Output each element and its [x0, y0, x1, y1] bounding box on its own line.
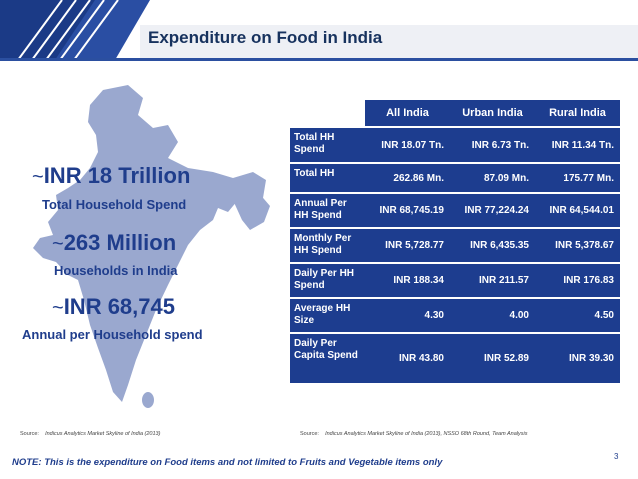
stat-label: Annual per Household spend — [22, 327, 203, 342]
india-map-icon — [33, 85, 270, 408]
source-left: Source: Indicus Analytics Market Skyline… — [20, 431, 160, 437]
row-label: Average HH Size — [290, 297, 365, 333]
row-label: Annual Per HH Spend — [290, 192, 365, 228]
stat-prefix: ~ — [52, 233, 64, 255]
source-text: Indicus Analytics Market Skyline of Indi… — [325, 431, 528, 437]
header-divider — [0, 58, 638, 61]
table-row: Annual Per HH Spend INR 68,745.19 INR 77… — [290, 192, 620, 228]
table-corner — [290, 100, 365, 127]
table-row: Total HH Spend INR 18.07 Tn. INR 6.73 Tn… — [290, 126, 620, 163]
stat-total-spend: ~INR 18 Trillion — [32, 163, 190, 189]
cell-value: INR 18.07 Tn. — [365, 126, 450, 163]
page-title: Expenditure on Food in India — [148, 28, 383, 47]
cell-value: 87.09 Mn. — [450, 162, 535, 193]
footnote: NOTE: This is the expenditure on Food it… — [12, 457, 443, 468]
column-header: Rural India — [535, 100, 620, 127]
cell-value: INR 68,745.19 — [365, 192, 450, 228]
column-header: Urban India — [450, 100, 535, 127]
cell-value: INR 6.73 Tn. — [450, 126, 535, 163]
source-text: Indicus Analytics Market Skyline of Indi… — [45, 431, 161, 437]
stat-households: ~263 Million — [52, 230, 176, 256]
cell-value: INR 77,224.24 — [450, 192, 535, 228]
stat-value: INR 68,745 — [63, 294, 175, 319]
title-bar — [140, 25, 638, 58]
cell-value: 4.00 — [450, 297, 535, 333]
cell-value: 262.86 Mn. — [365, 162, 450, 193]
table-row: Total HH 262.86 Mn. 87.09 Mn. 175.77 Mn. — [290, 162, 620, 193]
stat-value: 263 Million — [63, 230, 177, 255]
table-row: Daily Per HH Spend INR 188.34 INR 211.57… — [290, 262, 620, 298]
row-label: Daily Per Capita Spend — [290, 332, 365, 383]
source-right: Source: Indicus Analytics Market Skyline… — [300, 431, 527, 437]
cell-value: INR 5,728.77 — [365, 227, 450, 263]
row-label: Total HH Spend — [290, 126, 365, 163]
source-label: Source: — [20, 431, 39, 437]
stat-label: Total Household Spend — [42, 197, 187, 212]
stat-prefix: ~ — [52, 297, 64, 319]
cell-value: INR 176.83 — [535, 262, 620, 298]
slide-header: Expenditure on Food in India — [0, 0, 638, 62]
cell-value: INR 11.34 Tn. — [535, 126, 620, 163]
logo-icon — [0, 0, 150, 60]
cell-value: INR 39.30 — [535, 332, 620, 383]
stat-value: INR 18 Trillion — [43, 163, 191, 188]
cell-value: INR 188.34 — [365, 262, 450, 298]
row-label: Total HH — [290, 162, 365, 193]
row-label: Daily Per HH Spend — [290, 262, 365, 298]
row-label: Monthly Per HH Spend — [290, 227, 365, 263]
table-row: Average HH Size 4.30 4.00 4.50 — [290, 297, 620, 333]
expenditure-table: All India Urban India Rural India Total … — [290, 100, 620, 383]
cell-value: 4.50 — [535, 297, 620, 333]
table-header-row: All India Urban India Rural India — [290, 100, 620, 127]
page-number: 3 — [614, 452, 619, 461]
cell-value: INR 43.80 — [365, 332, 450, 383]
cell-value: INR 211.57 — [450, 262, 535, 298]
cell-value: 175.77 Mn. — [535, 162, 620, 193]
source-label: Source: — [300, 431, 319, 437]
cell-value: INR 64,544.01 — [535, 192, 620, 228]
cell-value: INR 52.89 — [450, 332, 535, 383]
cell-value: INR 6,435.35 — [450, 227, 535, 263]
cell-value: INR 5,378.67 — [535, 227, 620, 263]
stat-label: Households in India — [54, 263, 178, 278]
stat-prefix: ~ — [32, 166, 44, 188]
table-row: Daily Per Capita Spend INR 43.80 INR 52.… — [290, 332, 620, 383]
stat-annual-spend: ~INR 68,745 — [52, 294, 175, 320]
column-header: All India — [365, 100, 450, 127]
table-row: Monthly Per HH Spend INR 5,728.77 INR 6,… — [290, 227, 620, 263]
cell-value: 4.30 — [365, 297, 450, 333]
